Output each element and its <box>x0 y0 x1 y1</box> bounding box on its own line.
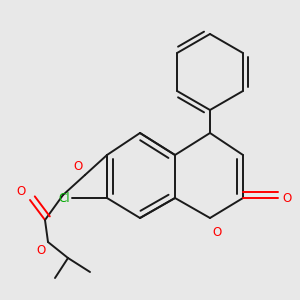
Text: Cl: Cl <box>58 191 70 205</box>
Text: O: O <box>37 244 46 257</box>
Text: O: O <box>74 160 83 173</box>
Text: O: O <box>282 191 291 205</box>
Text: O: O <box>17 185 26 198</box>
Text: O: O <box>212 226 221 239</box>
